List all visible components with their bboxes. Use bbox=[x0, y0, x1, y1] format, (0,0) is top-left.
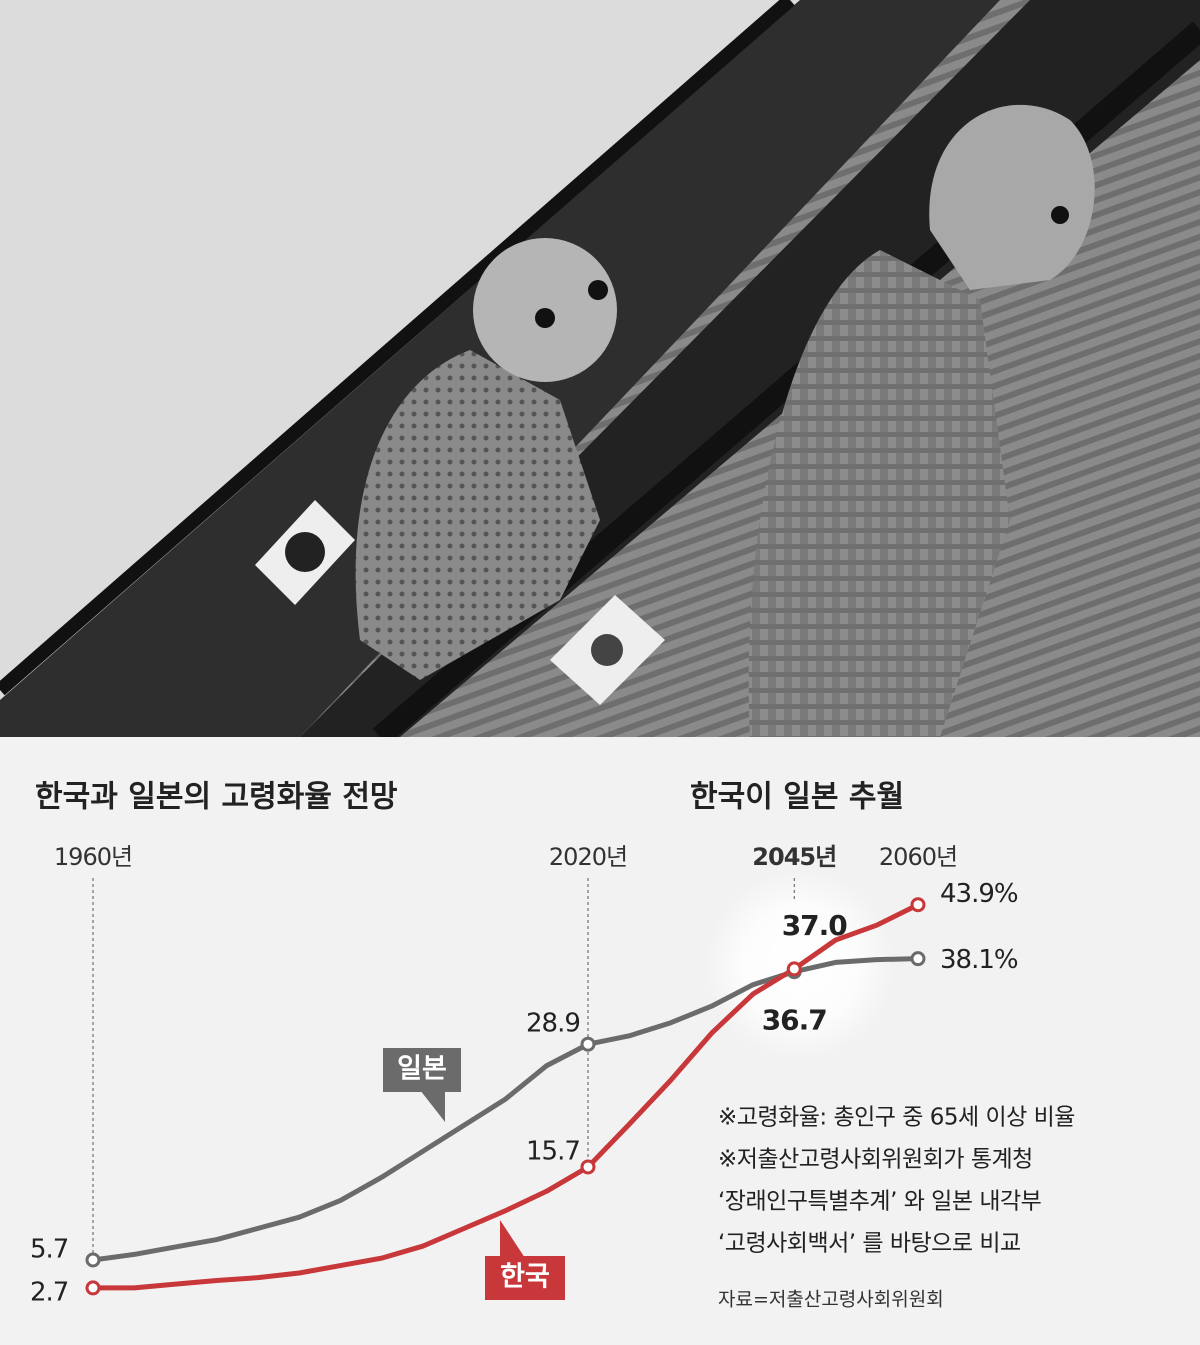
note: ※저출산고령사회위원회가 통계청 bbox=[718, 1147, 1033, 1173]
data-point bbox=[580, 1159, 596, 1175]
series-line bbox=[93, 902, 920, 1291]
legend-label: 한국 bbox=[500, 1262, 550, 1293]
data-label: 36.7 bbox=[762, 1004, 827, 1037]
data-label: 2.7 bbox=[30, 1277, 68, 1307]
data-point bbox=[580, 1036, 596, 1052]
legend bbox=[383, 1048, 565, 1300]
callout-tail bbox=[420, 1090, 445, 1122]
x-tick-label: 1960년 bbox=[54, 843, 132, 871]
x-tick-label: 2060년 bbox=[879, 843, 957, 871]
note: ‘고령사회백서’ 를 바탕으로 비교 bbox=[718, 1231, 1021, 1257]
data-point bbox=[85, 1280, 101, 1296]
x-tick-label: 2020년 bbox=[549, 843, 627, 871]
data-label: 37.0 bbox=[782, 909, 848, 942]
chart-subtitle: 한국이 일본 추월 bbox=[690, 780, 904, 815]
data-label: 43.9% bbox=[940, 879, 1018, 909]
data-point bbox=[85, 1252, 101, 1268]
data-point bbox=[910, 897, 926, 913]
source: 자료=저출산고령사회위원회 bbox=[718, 1289, 944, 1311]
data-label: 5.7 bbox=[30, 1234, 68, 1264]
data-label: 28.9 bbox=[526, 1009, 580, 1039]
note: ‘장래인구특별추계’ 와 일본 내각부 bbox=[718, 1189, 1041, 1215]
callout-tail bbox=[500, 1220, 525, 1258]
note: ※고령화율: 총인구 중 65세 이상 비율 bbox=[718, 1105, 1075, 1131]
data-label: 38.1% bbox=[940, 945, 1018, 975]
data-point bbox=[910, 951, 926, 967]
legend-label: 일본 bbox=[397, 1054, 447, 1085]
chart-title: 한국과 일본의 고령화율 전망 bbox=[35, 780, 398, 815]
legend-box bbox=[383, 1048, 461, 1092]
x-tick-label: 2045년 bbox=[752, 843, 836, 871]
data-label: 15.7 bbox=[526, 1136, 580, 1166]
legend-box bbox=[485, 1256, 565, 1300]
illustration bbox=[0, 0, 1200, 746]
data-point bbox=[786, 961, 802, 977]
